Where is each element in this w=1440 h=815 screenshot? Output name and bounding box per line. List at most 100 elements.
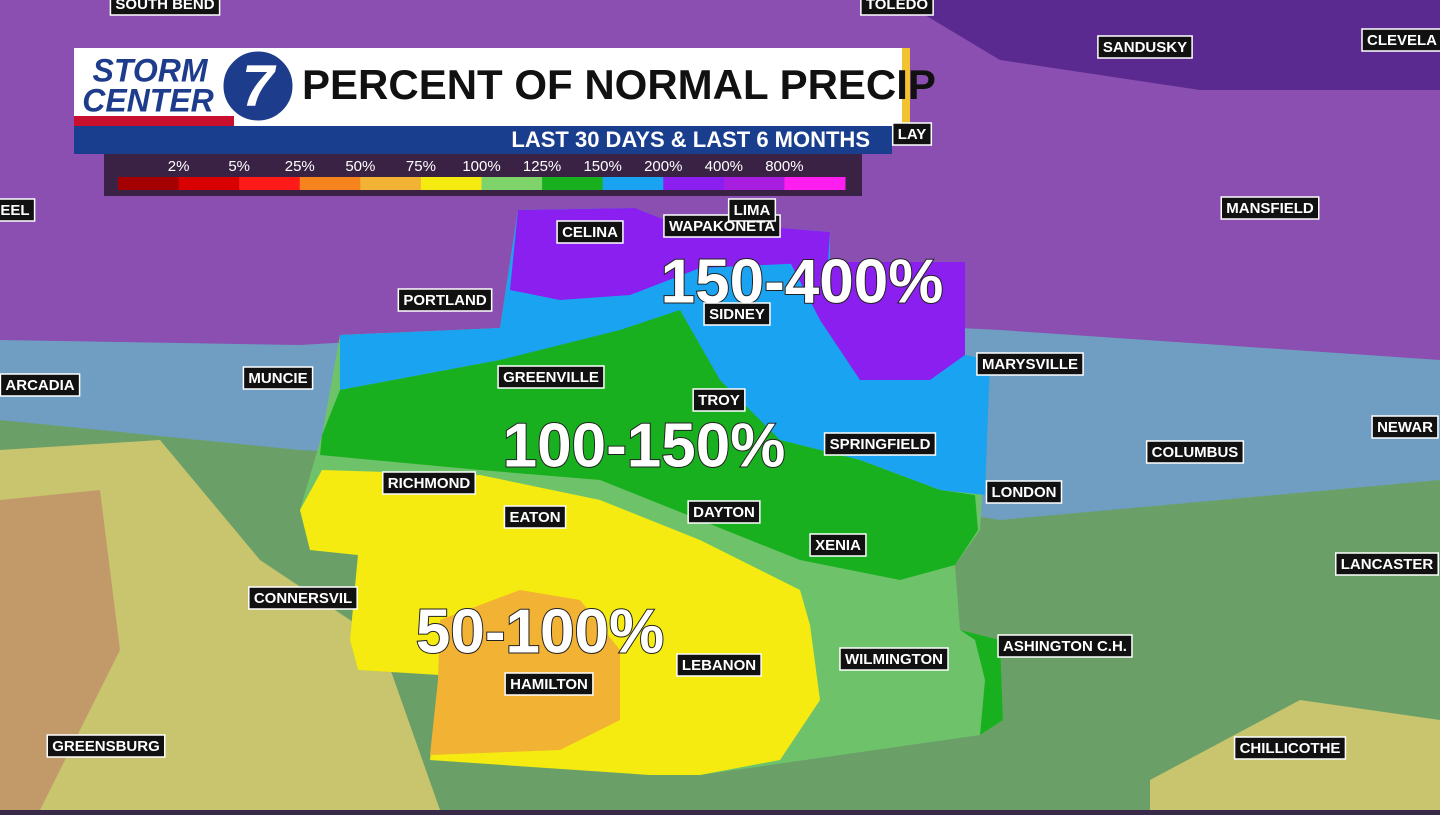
region-yellow xyxy=(0,440,440,810)
legend-label: 5% xyxy=(228,158,250,175)
city-label: LAY xyxy=(891,122,933,146)
city-label: GREENVILLE xyxy=(497,365,605,389)
city-name: SOUTH BEND xyxy=(115,0,214,13)
legend-swatch xyxy=(239,177,301,190)
city-label: GREENSBURG xyxy=(46,734,166,758)
logo-circle xyxy=(220,48,296,124)
city-box xyxy=(985,480,1063,504)
city-label: LEBANON xyxy=(676,653,762,677)
city-box xyxy=(1097,35,1193,59)
title: PERCENT OF NORMAL PRECIP xyxy=(302,61,936,108)
city-box xyxy=(382,471,476,495)
city-label: ASHINGTON C.H. xyxy=(997,634,1133,658)
city-box xyxy=(109,0,221,16)
city-label: COLUMBUS xyxy=(1145,440,1245,464)
city-label: SOUTH BEND xyxy=(109,0,221,16)
legend-swatch xyxy=(481,177,543,190)
city-name: DAYTON xyxy=(693,504,755,521)
city-name: CONNERSVIL xyxy=(254,590,352,607)
area-purple-east xyxy=(790,262,965,380)
city-box xyxy=(823,432,937,456)
legend-swatch xyxy=(118,177,180,190)
legend-label: 25% xyxy=(285,158,315,175)
city-name: NEWAR xyxy=(1377,419,1433,436)
city-box xyxy=(1220,196,1320,220)
city-box xyxy=(1145,440,1245,464)
city-name: WILMINGTON xyxy=(845,651,943,668)
city-box xyxy=(46,734,166,758)
city-label: MUNCIE xyxy=(242,366,314,390)
city-label: CHILLICOTHE xyxy=(1233,736,1347,760)
city-box xyxy=(497,365,605,389)
subtitle: LAST 30 DAYS & LAST 6 MONTHS xyxy=(511,127,870,152)
subtitle-bar xyxy=(74,126,892,154)
city-box xyxy=(809,533,867,557)
area-green-east xyxy=(960,630,1003,735)
city-name: RICHMOND xyxy=(388,475,471,492)
city-name: ARCADIA xyxy=(5,377,74,394)
logo-number: 7 xyxy=(242,53,277,118)
city-box xyxy=(676,653,762,677)
legend-label: 50% xyxy=(345,158,375,175)
city-name: CLEVELA xyxy=(1367,32,1437,49)
logo-stripe xyxy=(74,116,234,126)
city-name: MUNCIE xyxy=(248,370,307,387)
city-label: MARYSVILLE xyxy=(976,352,1084,376)
city-name: SIDNEY xyxy=(709,306,765,323)
city-name: TOLEDO xyxy=(866,0,929,13)
city-box xyxy=(242,366,314,390)
city-name: LEBANON xyxy=(682,657,756,674)
city-box xyxy=(1233,736,1347,760)
city-name: LANCASTER xyxy=(1341,556,1434,573)
city-name: CHILLICOTHE xyxy=(1240,740,1341,757)
legend-swatch xyxy=(784,177,846,190)
city-label: MANSFIELD xyxy=(1220,196,1320,220)
city-name: EEL xyxy=(0,202,29,219)
city-label: CELINA xyxy=(556,220,624,244)
city-label: DAYTON xyxy=(687,500,761,524)
city-box xyxy=(997,634,1133,658)
city-name: CELINA xyxy=(562,224,618,241)
region-label: 150-400% xyxy=(661,247,944,316)
legend-label: 125% xyxy=(523,158,561,175)
legend-swatch xyxy=(360,177,422,190)
legend-label: 150% xyxy=(583,158,621,175)
legend-label: 75% xyxy=(406,158,436,175)
legend-label: 100% xyxy=(462,158,500,175)
city-label: WILMINGTON xyxy=(839,647,949,671)
city-label: CLEVELA xyxy=(1361,28,1440,52)
city-box xyxy=(1361,28,1440,52)
legend-swatch xyxy=(299,177,361,190)
city-name: GREENSBURG xyxy=(52,738,160,755)
city-box xyxy=(0,198,36,222)
city-box xyxy=(891,122,933,146)
city-box xyxy=(703,302,771,326)
city-name: MANSFIELD xyxy=(1226,200,1314,217)
region-label: 50-100% xyxy=(416,597,664,666)
legend-swatch xyxy=(420,177,482,190)
city-box xyxy=(839,647,949,671)
city-label: RICHMOND xyxy=(382,471,476,495)
city-label: ARCADIA xyxy=(0,373,81,397)
city-box xyxy=(687,500,761,524)
legend-swatch xyxy=(602,177,664,190)
city-name: HAMILTON xyxy=(510,676,588,693)
legend-swatch xyxy=(542,177,604,190)
city-name: LAY xyxy=(898,126,927,143)
city-label: SIDNEY xyxy=(703,302,771,326)
city-name: SANDUSKY xyxy=(1103,39,1187,56)
legend-label: 800% xyxy=(765,158,803,175)
city-name: LONDON xyxy=(992,484,1057,501)
area-green xyxy=(320,310,978,580)
city-box xyxy=(1335,552,1439,576)
city-label: CONNERSVIL xyxy=(248,586,358,610)
city-label: HAMILTON xyxy=(504,672,594,696)
city-name: LIMA xyxy=(734,202,771,219)
logo-text: CENTER xyxy=(82,82,214,118)
city-label: XENIA xyxy=(809,533,867,557)
legend-swatch xyxy=(723,177,785,190)
city-label: TROY xyxy=(692,388,746,412)
city-box xyxy=(397,288,493,312)
legend-swatch xyxy=(178,177,240,190)
